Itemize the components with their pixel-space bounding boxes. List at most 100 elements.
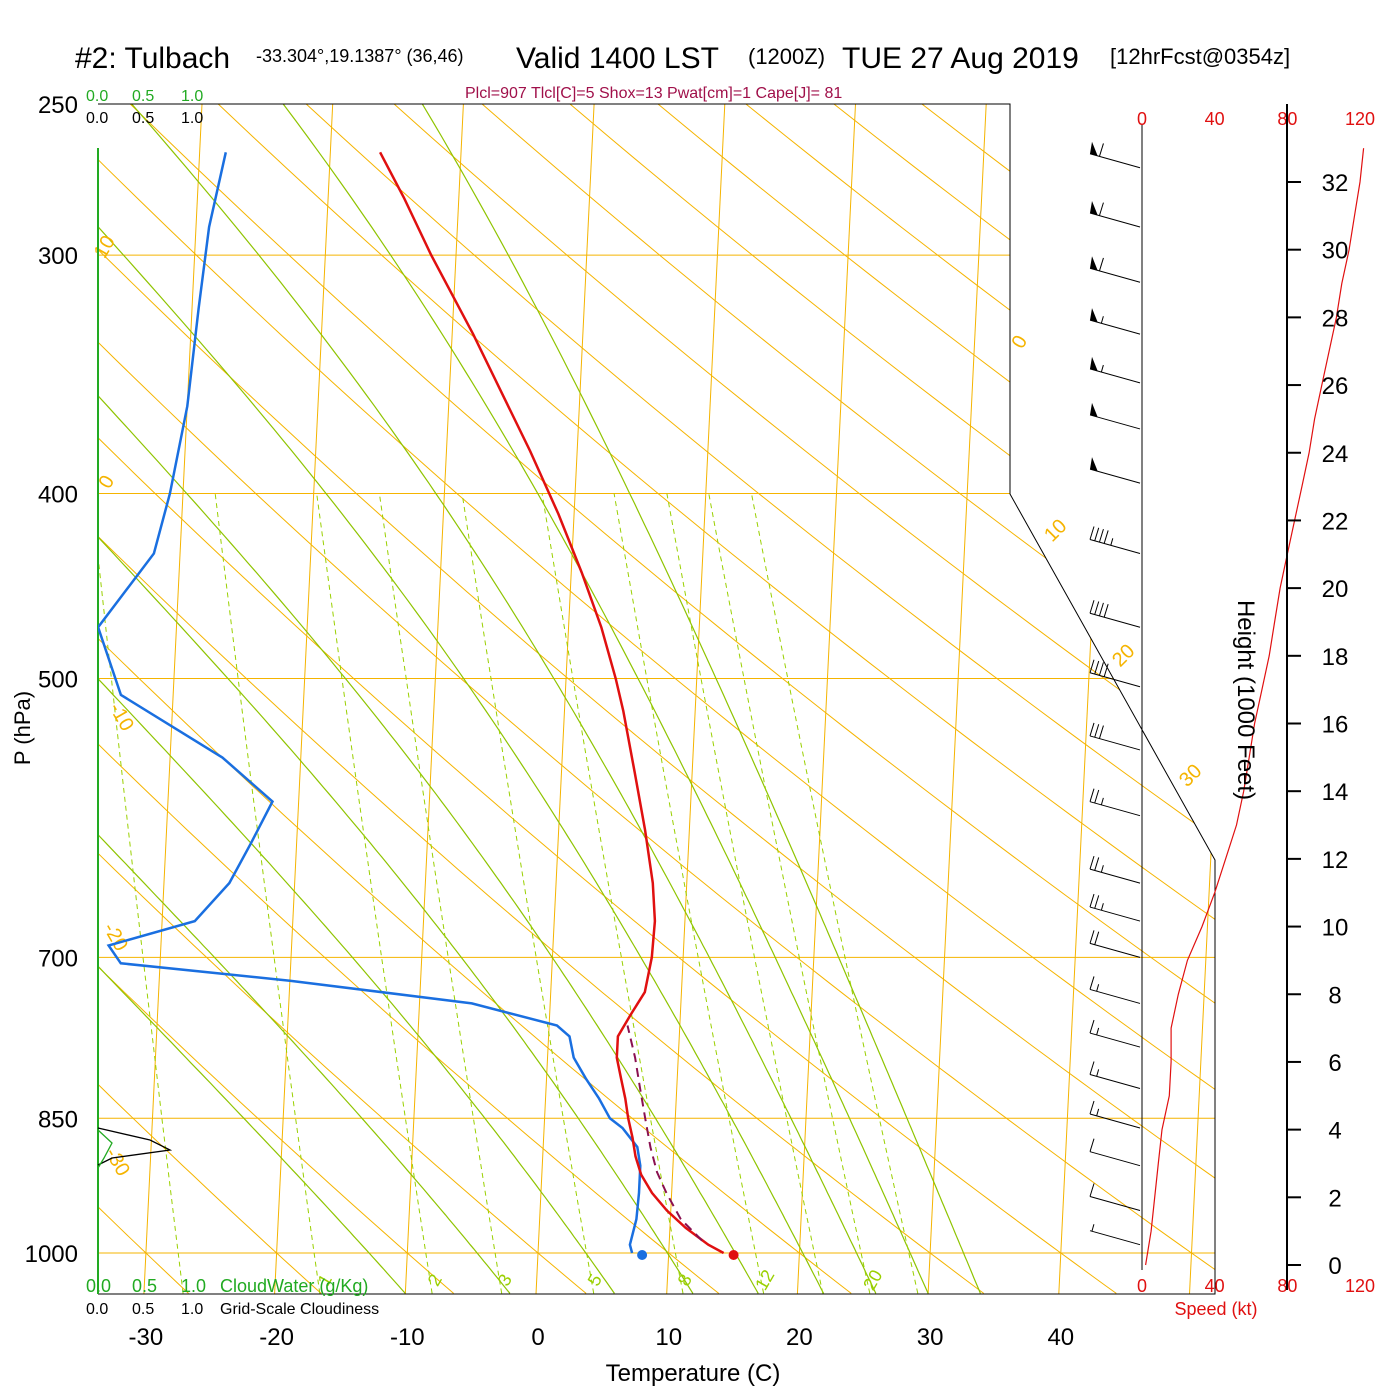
wind-barb-staff: [1089, 1074, 1141, 1089]
isotherm-30: [927, 104, 987, 1294]
title-utc: (1200Z): [748, 44, 825, 69]
height-tick-label-32: 32: [1322, 170, 1349, 197]
dry-adiabat--20: [98, 104, 322, 1294]
wind-barb-staff: [1089, 1151, 1141, 1167]
wind-barb: [1089, 1061, 1141, 1089]
speed-top-tick-3: 120: [1345, 109, 1375, 129]
x-tick-label-20: 20: [786, 1324, 813, 1351]
dewpoint-line: [98, 152, 642, 1254]
wind-barb-staff: [1089, 1113, 1141, 1129]
dry-adiabat-200: [1138, 104, 1215, 1294]
wind-barb-staff: [1089, 414, 1141, 430]
mixing-ratio-label-4: 8: [674, 1271, 696, 1290]
height-tick-label-14: 14: [1322, 779, 1349, 806]
dry-adiabat-20: [98, 104, 852, 1294]
isotherm--10: [404, 104, 464, 1294]
wind-barb-flag: [1089, 1138, 1095, 1152]
isotherm-label-4: -30: [100, 1144, 134, 1180]
height-tick-label-18: 18: [1322, 644, 1349, 671]
cloud-bottom-black-1: 0.5: [132, 1301, 154, 1318]
title-station: #2: Tulbach: [75, 42, 230, 75]
wind-speed-profile: [1145, 148, 1365, 1266]
x-tick-label-40: 40: [1047, 1324, 1074, 1351]
speed-axis-title: Speed (kt): [1174, 1299, 1257, 1319]
p-tick-label-300: 300: [38, 243, 78, 270]
wind-barb-staff: [1089, 153, 1141, 169]
dry-adiabat-110: [356, 104, 1215, 1294]
wind-barb: [1089, 526, 1141, 554]
mixing-ratio-25: [751, 493, 919, 1294]
title-fcst: [12hrFcst@0354z]: [1110, 44, 1290, 69]
moist-adiabat-34: [421, 104, 981, 1294]
wind-barb-halfflag: [1100, 316, 1104, 324]
dry-adiabat-10: [98, 104, 720, 1294]
wind-barb-staff: [1089, 988, 1141, 1004]
wind-barb-flag: [1089, 976, 1095, 990]
p-tick-label-500: 500: [38, 667, 78, 694]
wind-barb-halfflag: [1100, 364, 1104, 373]
mixing-ratio-8: [541, 493, 684, 1294]
wind-barb: [1089, 659, 1141, 688]
height-axis-title: Height (1000 Feet): [1232, 600, 1259, 800]
dry-adiabat-130: [530, 104, 1215, 1294]
wind-barb-pennant: [1090, 356, 1098, 372]
wind-barb: [1089, 722, 1141, 751]
height-tick-label-16: 16: [1322, 712, 1349, 739]
background-lines: [98, 104, 1378, 1294]
wind-barb-halfflag: [1110, 538, 1114, 546]
dry-adiabat-40: [98, 104, 1117, 1294]
x-axis-title: Temperature (C): [606, 1360, 781, 1387]
cloud-water-label: CloudWater (g/Kg): [220, 1276, 368, 1296]
wind-barb-flag: [1089, 1061, 1095, 1075]
wind-barb-flag: [1094, 724, 1100, 738]
height-tick-label-6: 6: [1328, 1050, 1341, 1077]
title-valid: Valid 1400 LST: [516, 42, 719, 75]
dry-adiabat-100: [269, 104, 1215, 1294]
cloud-scale-bottom-black: 0.0 0.5 1.0 Grid-Scale Cloudiness: [86, 1301, 379, 1318]
isotherm-label-2: -10: [104, 699, 138, 735]
profiles: [98, 151, 739, 1260]
speed-bottom-tick-0: 0: [1137, 1276, 1147, 1296]
wind-barb-flag: [1098, 662, 1104, 676]
cloud-top-black-2: 1.0: [181, 110, 203, 127]
speed-bottom-tick-1: 40: [1205, 1276, 1225, 1296]
wind-barb-flag: [1094, 601, 1100, 615]
title-date: TUE 27 Aug 2019: [842, 42, 1079, 75]
wind-barb-staff: [1089, 942, 1141, 958]
cloud-bottom-green-0: 0.0: [86, 1276, 111, 1296]
cloudiness-profile: [97, 1127, 173, 1166]
isotherm-label-8: 30: [1175, 760, 1206, 791]
moist-adiabat-17: [98, 104, 759, 1294]
cloud-bottom-green-1: 0.5: [132, 1276, 157, 1296]
wind-barb: [1089, 855, 1141, 884]
wind-barb-flag: [1098, 725, 1104, 739]
cloud-scale-top-green: 0.0 0.5 1.0: [86, 88, 203, 105]
wind-barb: [1089, 141, 1141, 169]
wind-barb-flag: [1089, 1183, 1095, 1197]
mixing-ratio-1: [214, 493, 321, 1294]
isotherm-label-3: -20: [98, 919, 132, 955]
dry-adiabat-120: [443, 104, 1215, 1294]
wind-barb-pennant: [1090, 308, 1098, 323]
x-tick-label-30: 30: [917, 1324, 944, 1351]
wind-barb-flag: [1089, 893, 1095, 908]
wind-barb-halfflag: [1096, 1027, 1100, 1036]
mixing-ratio-label-2: 3: [494, 1271, 516, 1290]
mixing-ratio-label-6: 20: [859, 1266, 886, 1293]
mixing-ratio-16: [666, 493, 824, 1294]
wind-panel: 0040408080120120: [1089, 109, 1375, 1296]
wind-barb-staff: [1089, 468, 1141, 484]
cloud-bottom-black-2: 1.0: [181, 1301, 203, 1318]
p-tick-label-400: 400: [38, 482, 78, 509]
height-tick-label-26: 26: [1322, 373, 1349, 400]
x-tick-label-0: 0: [531, 1324, 544, 1351]
wind-barb-pennant: [1090, 402, 1098, 418]
speed-top-tick-0: 0: [1137, 109, 1147, 129]
wind-barb-flag: [1094, 660, 1100, 675]
wind-barb: [1089, 457, 1141, 484]
isotherm-label-5: 0: [1007, 332, 1032, 353]
isotherm-60: [1320, 104, 1378, 1294]
dry-adiabat-60: [98, 104, 1215, 1294]
